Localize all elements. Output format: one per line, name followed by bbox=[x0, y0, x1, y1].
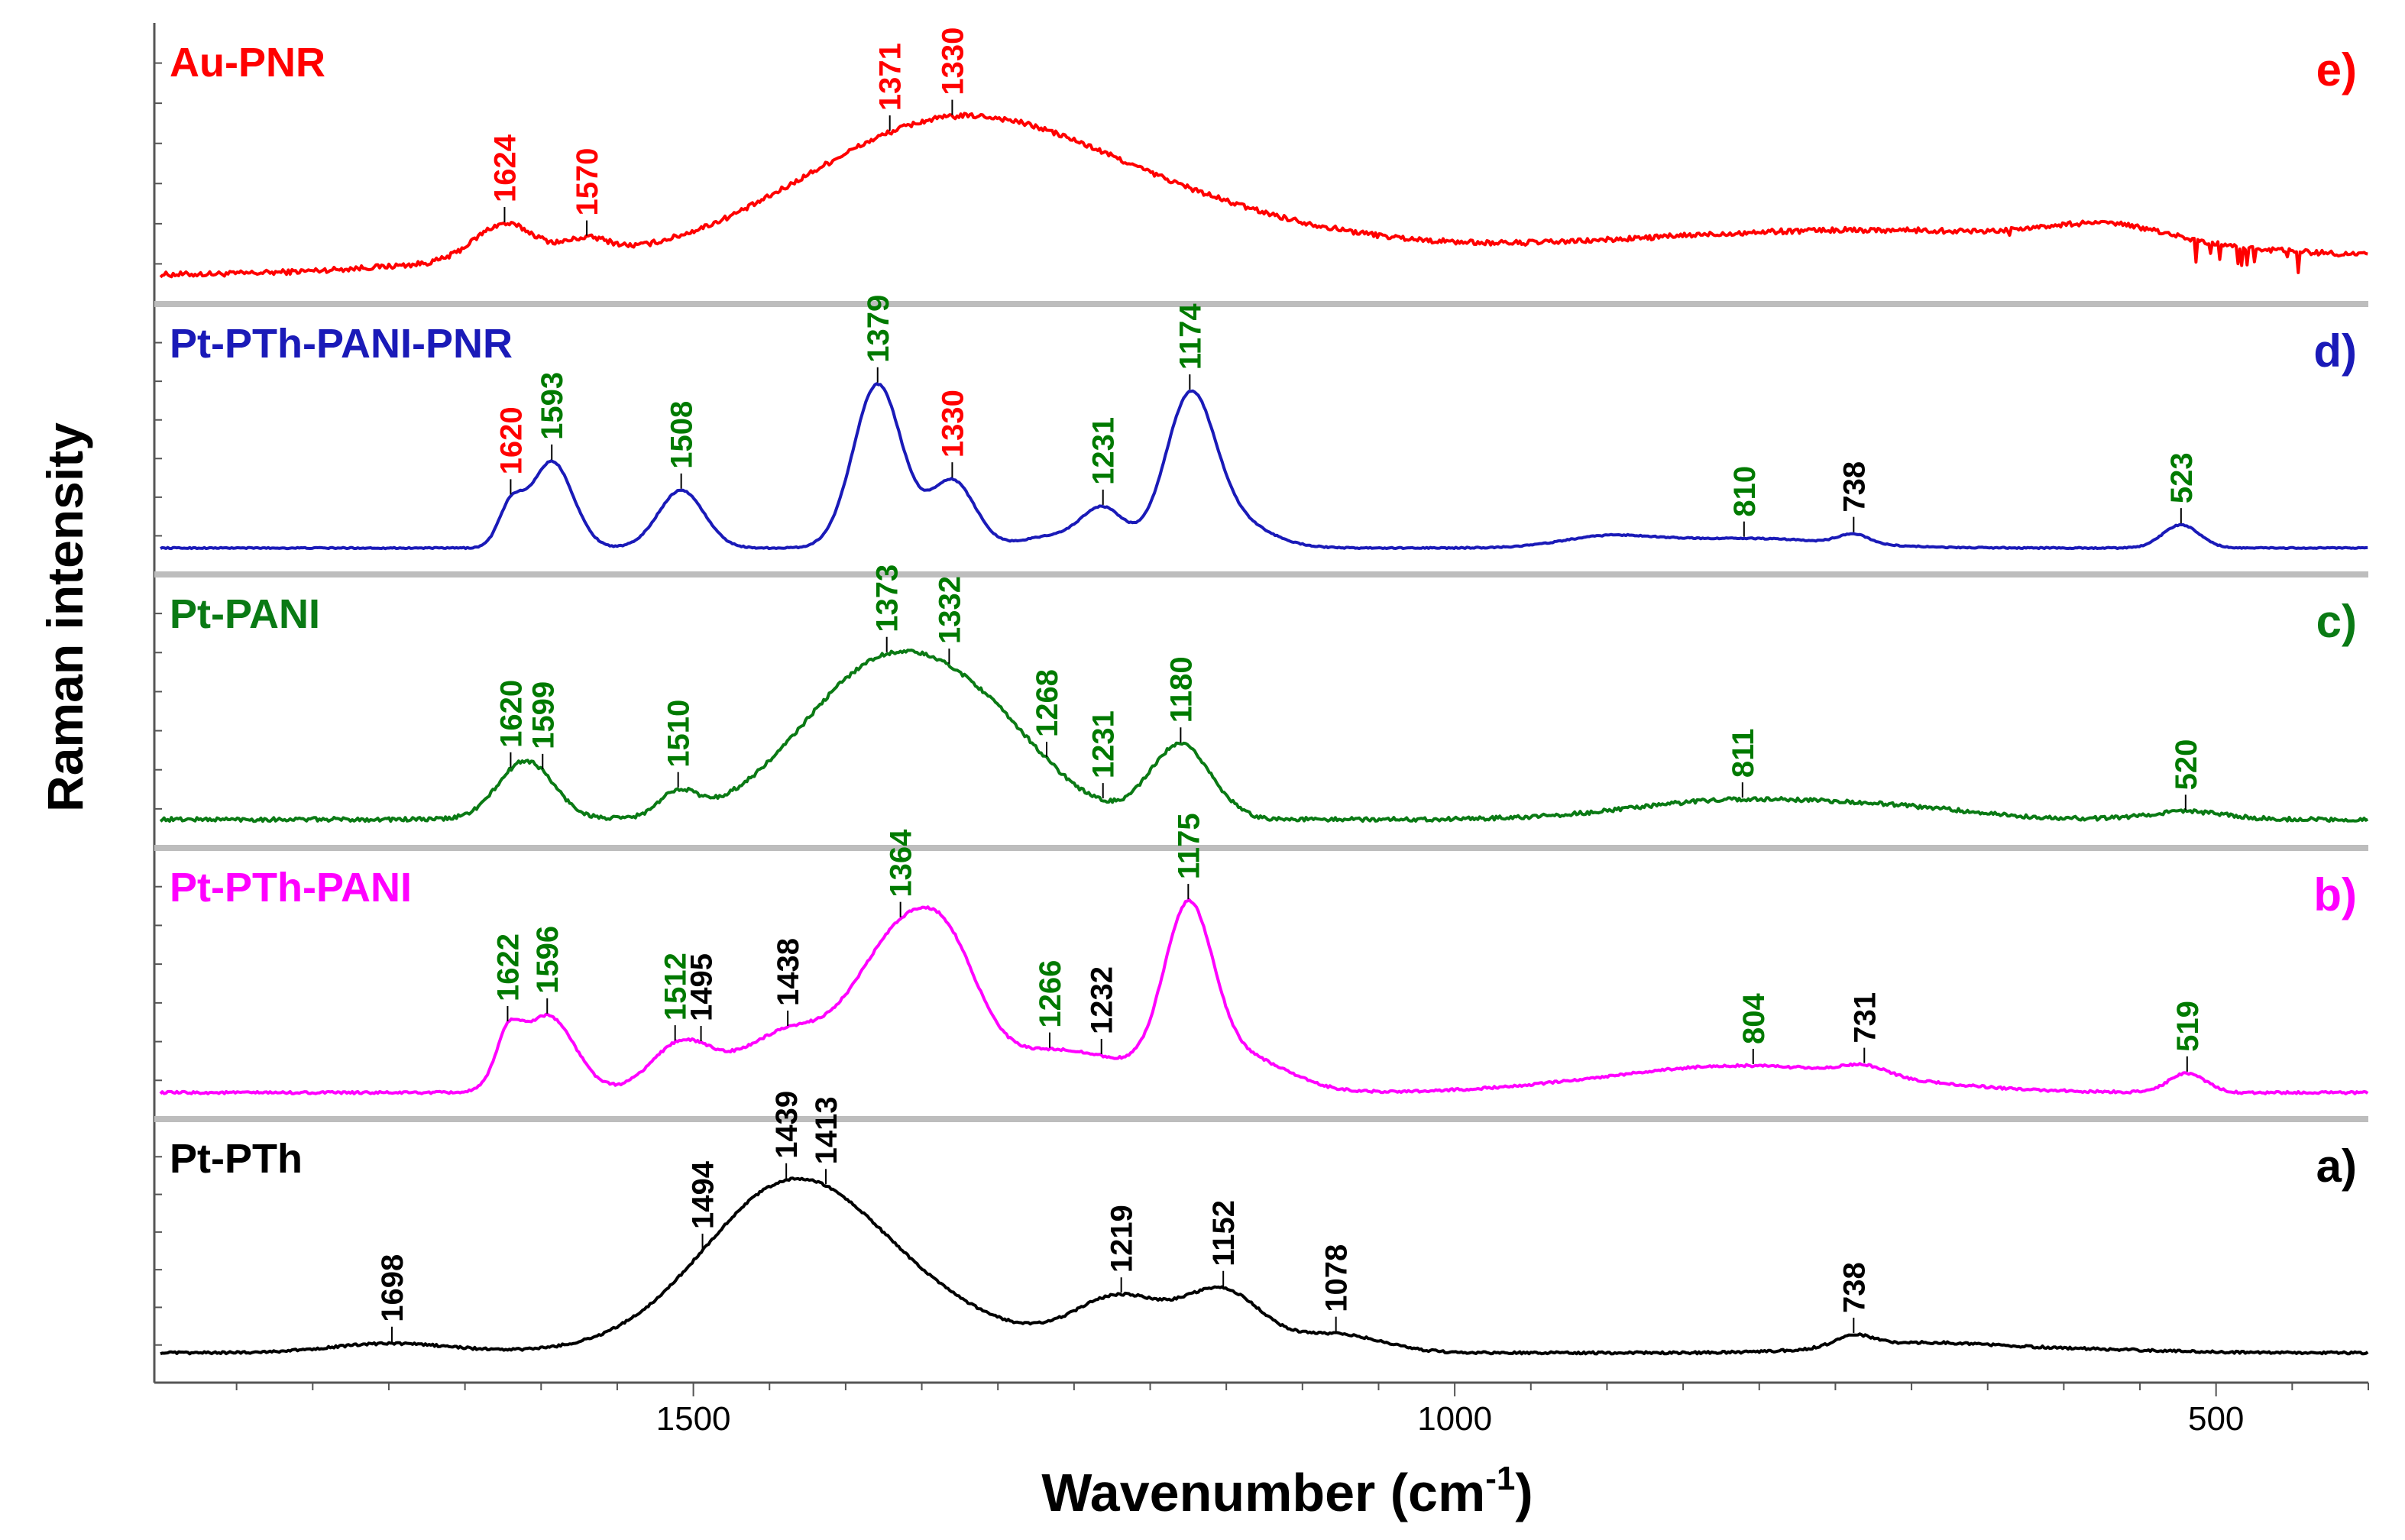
panel-a: Pt-PTh a) 1698 1494 1439 1413 1219 1152 1078 738 bbox=[154, 1091, 2369, 1356]
peak-label: 1622 bbox=[491, 933, 525, 1001]
spectra-panels: Au-PNR e) 1624 1570 1371 1330 Pt-PTh-PANI-PNR d… bbox=[154, 28, 2369, 1356]
peak-label: 1495 bbox=[685, 953, 719, 1021]
spectrum-line-c bbox=[159, 649, 2369, 823]
x-tick-label: 500 bbox=[2188, 1400, 2244, 1438]
peak-label: 1364 bbox=[885, 829, 918, 898]
peak-label: 1698 bbox=[376, 1254, 409, 1322]
peak-label: 1413 bbox=[810, 1096, 843, 1164]
peak-label: 1494 bbox=[687, 1160, 720, 1229]
spectrum-line-d bbox=[160, 382, 2368, 551]
peak-label-part: 20 bbox=[494, 406, 528, 441]
peak-label: 1620 bbox=[494, 680, 528, 748]
y-axis-label: Raman intensity bbox=[37, 422, 93, 812]
panel-tag-c: c) bbox=[2316, 596, 2357, 647]
peak-label: 1596 bbox=[531, 926, 565, 994]
peak-label: 811 bbox=[1727, 729, 1760, 778]
panel-title-a: Pt-PTh bbox=[170, 1136, 303, 1182]
panel-tag-b: b) bbox=[2313, 869, 2357, 920]
panel-separator bbox=[154, 571, 2368, 578]
panel-title-e: Au-PNR bbox=[170, 40, 325, 86]
panel-title-b: Pt-PTh-PANI bbox=[170, 865, 412, 911]
x-tick-label: 1500 bbox=[656, 1400, 731, 1438]
spectrum-line-a bbox=[160, 1176, 2369, 1356]
peak-label: 1078 bbox=[1320, 1244, 1354, 1312]
peak-label: 1439 bbox=[770, 1091, 804, 1159]
peak-label: 1620 bbox=[494, 406, 528, 474]
peak-label: 1332 bbox=[933, 576, 966, 644]
peak-label: 1330 bbox=[936, 390, 969, 458]
peak-label: 1175 bbox=[1172, 813, 1206, 879]
peak-label: 1373 bbox=[871, 565, 905, 632]
peak-label: 523 bbox=[2165, 452, 2199, 503]
x-axis-label-main: Wavenumber (cm bbox=[1041, 1463, 1485, 1522]
peak-label: 1266 bbox=[1034, 960, 1067, 1028]
peak-label: 738 bbox=[1837, 461, 1871, 513]
peak-label: 738 bbox=[1837, 1262, 1871, 1313]
peak-label: 1232 bbox=[1086, 966, 1119, 1034]
peak-label: 810 bbox=[1728, 466, 1762, 517]
peak-label: 1231 bbox=[1087, 710, 1121, 778]
peak-label: 1624 bbox=[488, 134, 522, 202]
peak-label: 1174 bbox=[1173, 303, 1207, 370]
spectrum-line-e bbox=[159, 112, 2368, 279]
peak-label: 1512 bbox=[659, 953, 693, 1021]
peak-label: 1570 bbox=[571, 148, 604, 216]
peak-label: 1593 bbox=[536, 372, 569, 440]
peak-label: 1219 bbox=[1105, 1205, 1139, 1273]
panel-tag-a: a) bbox=[2316, 1140, 2357, 1192]
peak-label: 519 bbox=[2171, 1001, 2205, 1052]
peak-label: 731 bbox=[1848, 992, 1882, 1043]
peak-label-part: 16 bbox=[494, 441, 528, 475]
spectrum-line-b bbox=[159, 898, 2369, 1095]
panel-title-d: Pt-PTh-PANI-PNR bbox=[170, 321, 513, 367]
panel-tag-d: d) bbox=[2313, 325, 2357, 377]
x-axis: 1500 1000 500 bbox=[235, 1383, 2369, 1438]
panel-d: Pt-PTh-PANI-PNR d) 1620 1593 1508 1379 1330 123… bbox=[154, 295, 2368, 551]
peak-label: 1510 bbox=[662, 700, 696, 768]
peak-label: 1599 bbox=[526, 681, 560, 749]
peak-label: 1508 bbox=[665, 401, 699, 469]
peak-label: 1268 bbox=[1031, 669, 1064, 737]
panel-tag-e: e) bbox=[2316, 44, 2357, 95]
peak-label: 1180 bbox=[1164, 656, 1198, 723]
panel-title-c: Pt-PANI bbox=[170, 591, 320, 637]
peak-label: 1379 bbox=[862, 295, 895, 363]
peak-label: 1231 bbox=[1087, 417, 1121, 485]
x-axis-label: Wavenumber (cm-1) bbox=[1041, 1460, 1533, 1522]
x-tick-label: 1000 bbox=[1417, 1400, 1492, 1438]
peak-label: 1152 bbox=[1207, 1200, 1241, 1267]
panel-separator bbox=[154, 1116, 2368, 1122]
panel-e: Au-PNR e) 1624 1570 1371 1330 bbox=[154, 28, 2368, 279]
panel-separator bbox=[154, 845, 2368, 851]
peak-label: 1330 bbox=[936, 28, 969, 95]
x-axis-label-tail: ) bbox=[1515, 1463, 1533, 1522]
panel-separator bbox=[154, 301, 2368, 307]
peak-label: 1438 bbox=[772, 938, 805, 1006]
peak-label: 804 bbox=[1737, 993, 1771, 1044]
peak-label: 520 bbox=[2170, 739, 2203, 791]
peak-label: 1371 bbox=[874, 43, 908, 111]
x-axis-label-superscript: -1 bbox=[1485, 1460, 1515, 1497]
